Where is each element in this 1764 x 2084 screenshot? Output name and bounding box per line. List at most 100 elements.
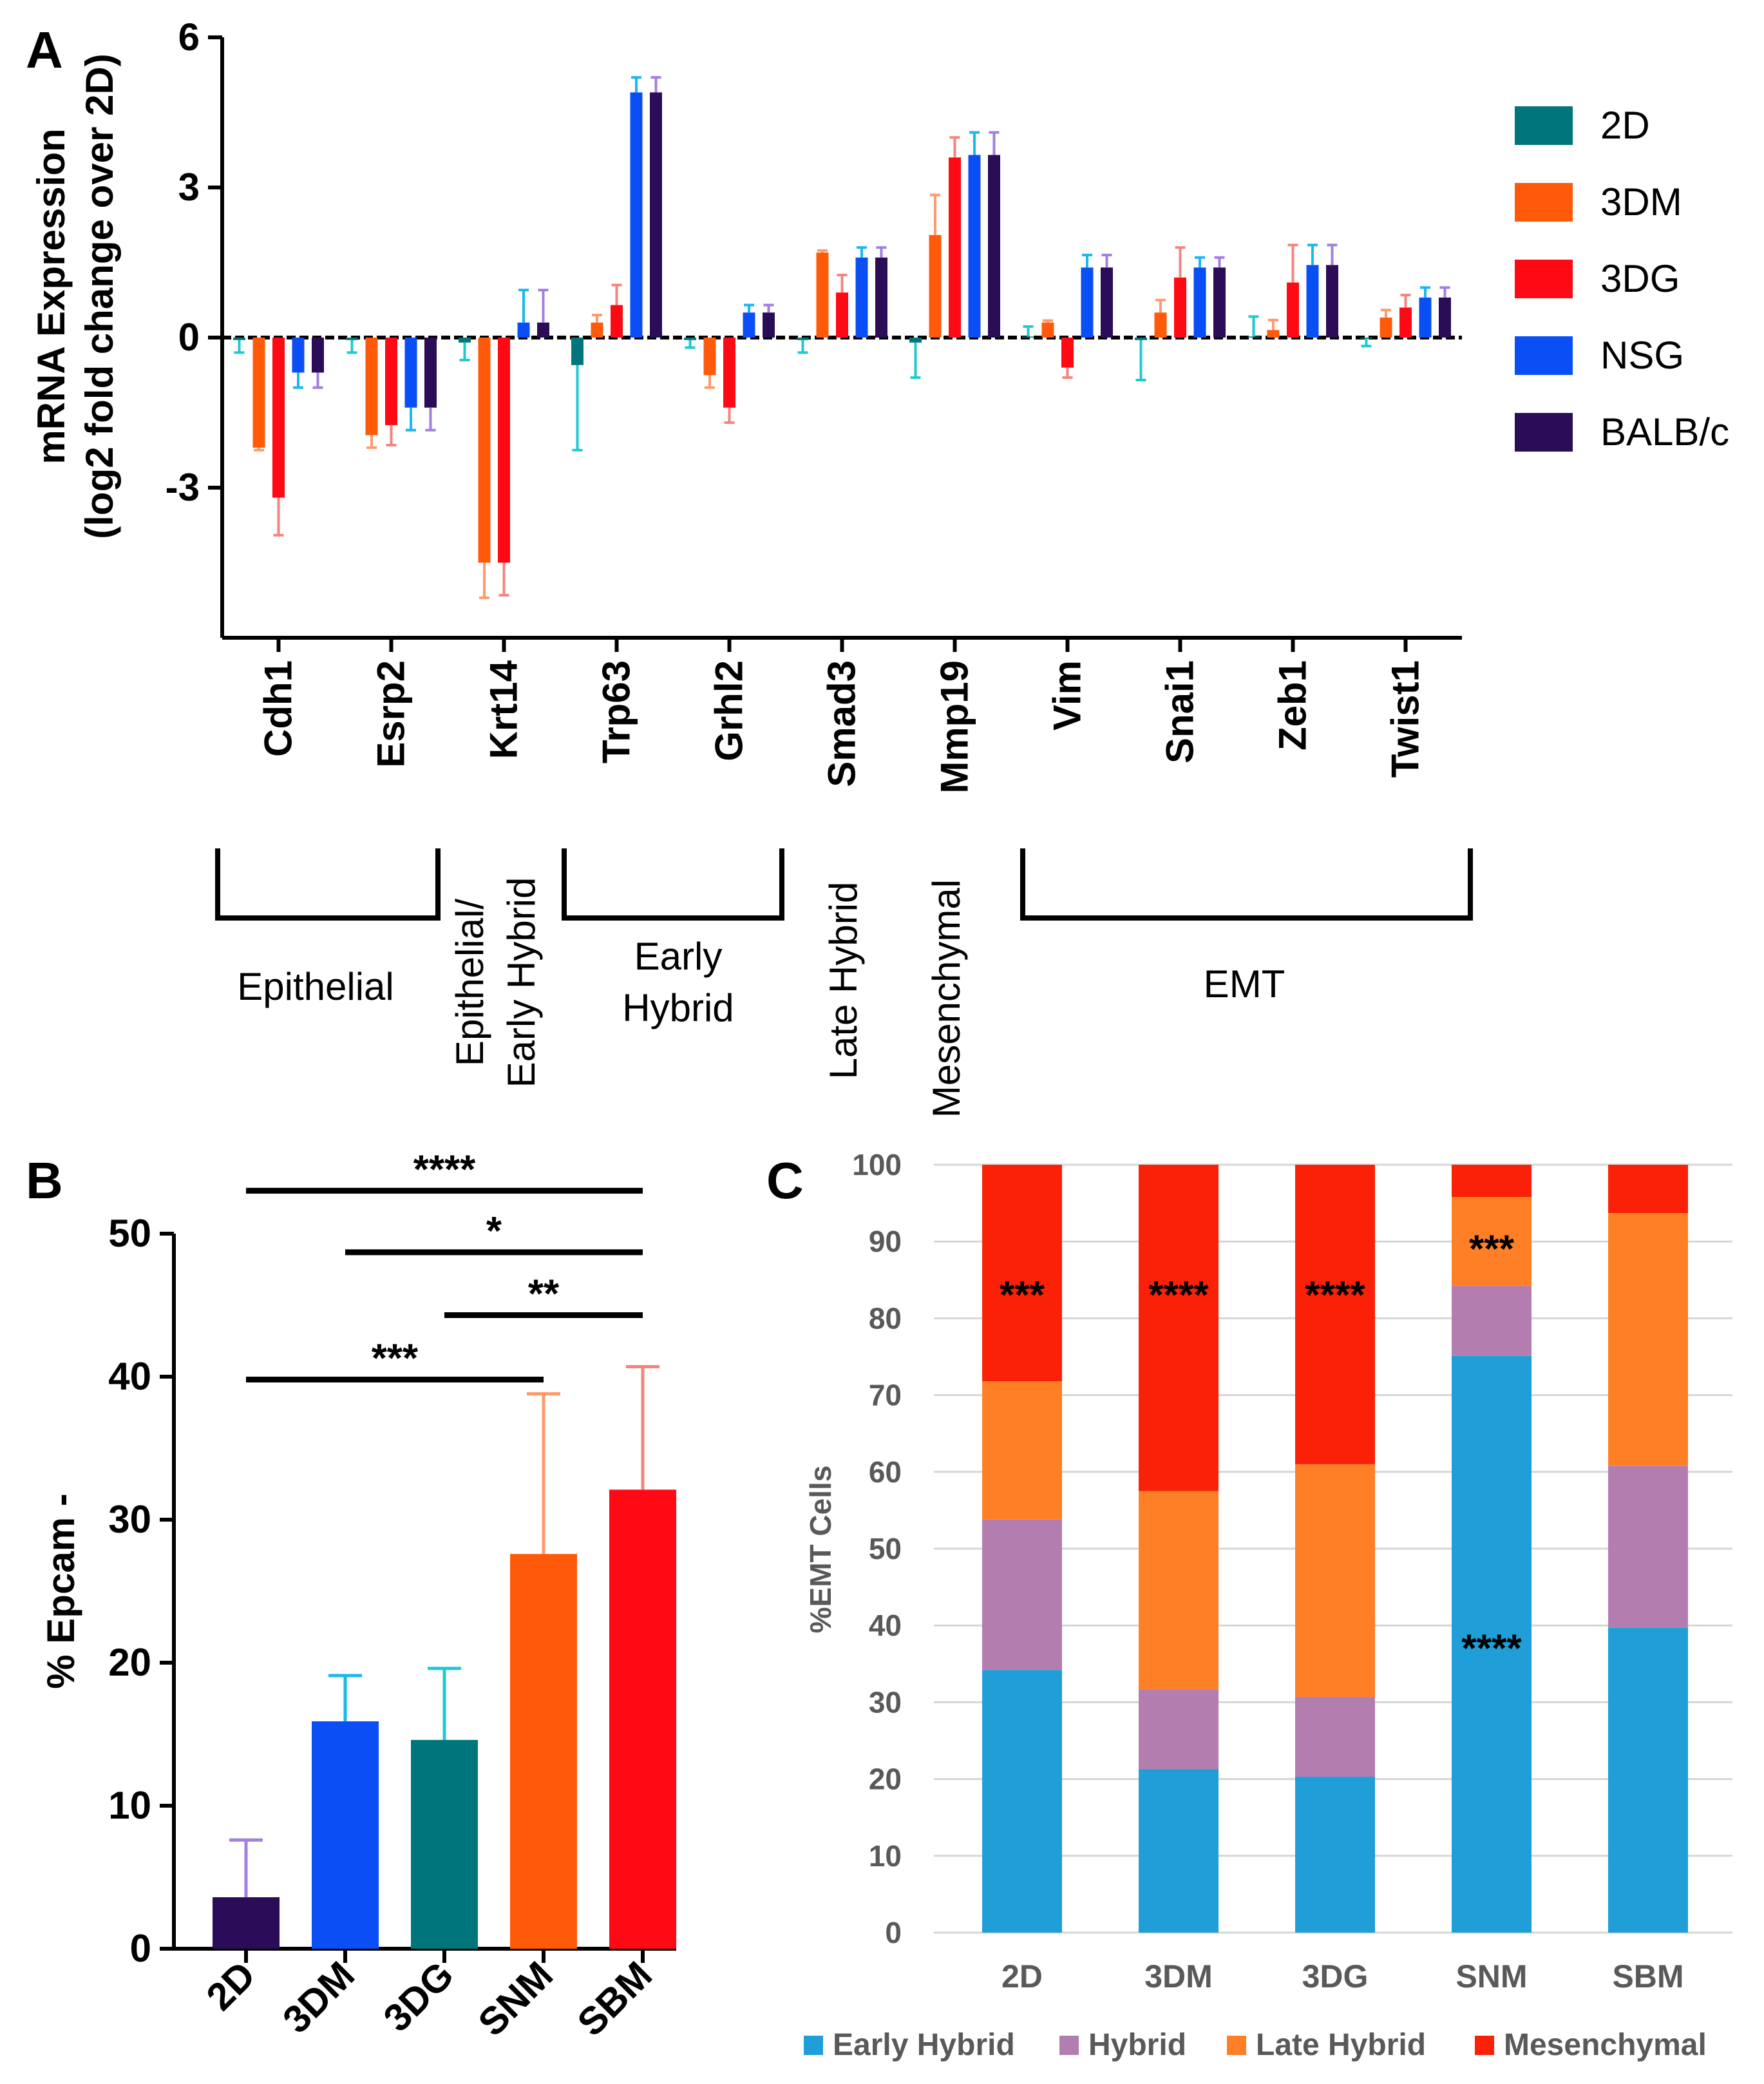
significance-label: *** xyxy=(1469,1227,1515,1270)
legend-label-mesenchymal: Mesenchymal xyxy=(1504,2028,1707,2062)
bar-trp63-3dm xyxy=(591,322,603,338)
bar-trp63-nsg xyxy=(630,92,643,338)
group-label-epithelial: Epithelial xyxy=(237,965,394,1008)
x-tick-label-smad3: Smad3 xyxy=(820,660,864,787)
y-axis-title: (log2 fold change over 2D) xyxy=(78,53,121,539)
bar-twist1-balb-c xyxy=(1439,297,1451,338)
y-tick-label: 0 xyxy=(885,1916,902,1949)
y-tick-label: 30 xyxy=(869,1685,902,1719)
bar-twist1-3dm xyxy=(1380,317,1392,338)
bar-zeb1-3dg xyxy=(1287,282,1299,338)
segment-3dg-hybrid xyxy=(1295,1697,1375,1777)
legend-label-early-hybrid: Early Hybrid xyxy=(833,2028,1015,2062)
bar-esrp2-nsg xyxy=(404,338,417,408)
segment-snm-hybrid xyxy=(1452,1286,1532,1356)
y-axis-title: mRNA Expression xyxy=(30,128,73,464)
y-tick-label: -3 xyxy=(166,466,200,509)
segment-2d-hybrid xyxy=(982,1519,1062,1670)
legend-swatch-nsg xyxy=(1515,336,1573,375)
bar-vim-balb-c xyxy=(1101,267,1113,338)
bar-smad3-3dg xyxy=(836,292,848,338)
bar-krt14-balb-c xyxy=(537,322,549,338)
bar-mmp19-3dg xyxy=(949,157,961,338)
bar-zeb1-3dm xyxy=(1267,330,1280,338)
x-tick-label-2d: 2D xyxy=(198,1953,264,2019)
bar-3dg xyxy=(411,1739,478,1949)
segment-sbm-mesenchymal xyxy=(1608,1165,1688,1214)
legend-label-late-hybrid: Late Hybrid xyxy=(1256,2028,1426,2062)
legend-swatch-mesenchymal xyxy=(1475,2036,1494,2055)
bar-vim-nsg xyxy=(1081,267,1094,338)
x-tick-label-grhl2: Grhl2 xyxy=(708,660,751,761)
significance-label: * xyxy=(486,1209,502,1254)
significance-label: **** xyxy=(413,1147,476,1192)
x-tick-label-cdh1: Cdh1 xyxy=(257,660,300,757)
segment-3dg-late-hybrid xyxy=(1295,1464,1375,1697)
panel-label-b: B xyxy=(26,1152,63,1209)
bracket-early-hybrid xyxy=(562,848,784,921)
bracket-emt xyxy=(1020,848,1473,921)
legend-swatch-late-hybrid xyxy=(1227,2036,1246,2055)
segment-snm-late-hybrid xyxy=(1452,1197,1532,1286)
bar-snai1-nsg xyxy=(1193,267,1206,338)
group-label-epithelial-early-hybrid: Early Hybrid xyxy=(500,877,543,1088)
bar-snai1-3dm xyxy=(1154,312,1167,338)
x-tick-label-3dm: 3DM xyxy=(274,1953,363,2041)
bar-mmp19-3dm xyxy=(929,234,942,338)
legend-label-3dm: 3DM xyxy=(1600,180,1682,224)
bar-esrp2-2d xyxy=(346,338,358,340)
legend-swatch-hybrid xyxy=(1059,2036,1079,2055)
x-tick-label-2d: 2D xyxy=(1001,1958,1043,1994)
segment-3dm-hybrid xyxy=(1139,1689,1219,1770)
panel-b-significance: ********** xyxy=(246,1147,643,1382)
y-tick-label: 70 xyxy=(869,1379,902,1412)
significance-label: **** xyxy=(1148,1274,1209,1317)
bar-snai1-3dg xyxy=(1174,277,1186,338)
bar-zeb1-balb-c xyxy=(1326,265,1338,338)
y-tick-label: 30 xyxy=(108,1498,151,1541)
legend-label-2d: 2D xyxy=(1600,104,1650,147)
y-tick-label: 90 xyxy=(869,1225,902,1258)
panel-c-bars xyxy=(982,1165,1688,1933)
x-tick-label-mmp19: Mmp19 xyxy=(933,660,976,794)
segment-2d-mesenchymal xyxy=(982,1165,1062,1382)
bar-smad3-3dm xyxy=(816,252,829,338)
legend-swatch-3dg xyxy=(1515,260,1573,298)
segment-3dg-mesenchymal xyxy=(1295,1165,1375,1464)
panel-label-c: C xyxy=(766,1152,804,1209)
bar-esrp2-3dg xyxy=(385,338,397,425)
y-tick-label: 50 xyxy=(108,1212,151,1255)
bar-vim-3dg xyxy=(1061,338,1074,368)
bar-grhl2-balb-c xyxy=(763,312,775,338)
x-tick-label-snai1: Snai1 xyxy=(1159,660,1202,763)
bar-3dm xyxy=(312,1721,379,1949)
panel-c-legend: Early Hybrid Hybrid Late Hybrid Mesenchymal xyxy=(804,2028,1707,2062)
bar-twist1-3dg xyxy=(1399,307,1412,338)
bar-smad3-balb-c xyxy=(875,257,887,338)
bar-snm xyxy=(510,1554,577,1949)
legend-label-3dg: 3DG xyxy=(1600,257,1680,300)
segment-3dm-early-hybrid xyxy=(1139,1769,1219,1933)
bar-trp63-balb-c xyxy=(650,92,662,338)
bar-krt14-3dg xyxy=(498,338,510,563)
x-tick-label-3dm: 3DM xyxy=(1144,1958,1213,1994)
x-tick-label-zeb1: Zeb1 xyxy=(1271,660,1314,750)
bar-cdh1-3dm xyxy=(252,338,265,448)
x-tick-label-sbm: SBM xyxy=(1612,1958,1683,1994)
bar-cdh1-nsg xyxy=(292,338,305,373)
segment-sbm-early-hybrid xyxy=(1608,1627,1688,1933)
y-tick-label: 40 xyxy=(869,1609,902,1642)
panel-label-a: A xyxy=(26,21,63,79)
y-tick-label: 40 xyxy=(108,1355,151,1398)
bar-zeb1-2d xyxy=(1247,336,1260,338)
bar-trp63-2d xyxy=(571,338,583,365)
segment-snm-mesenchymal xyxy=(1452,1165,1532,1198)
bar-esrp2-3dm xyxy=(365,338,378,435)
y-tick-label: 10 xyxy=(869,1839,902,1873)
y-tick-label: 100 xyxy=(852,1148,902,1181)
x-tick-label-3dg: 3DG xyxy=(1302,1958,1369,1994)
bar-cdh1-3dg xyxy=(272,338,285,498)
x-tick-label-esrp2: Esrp2 xyxy=(370,660,413,768)
bar-cdh1-2d xyxy=(233,338,245,340)
bar-esrp2-balb-c xyxy=(424,338,437,408)
